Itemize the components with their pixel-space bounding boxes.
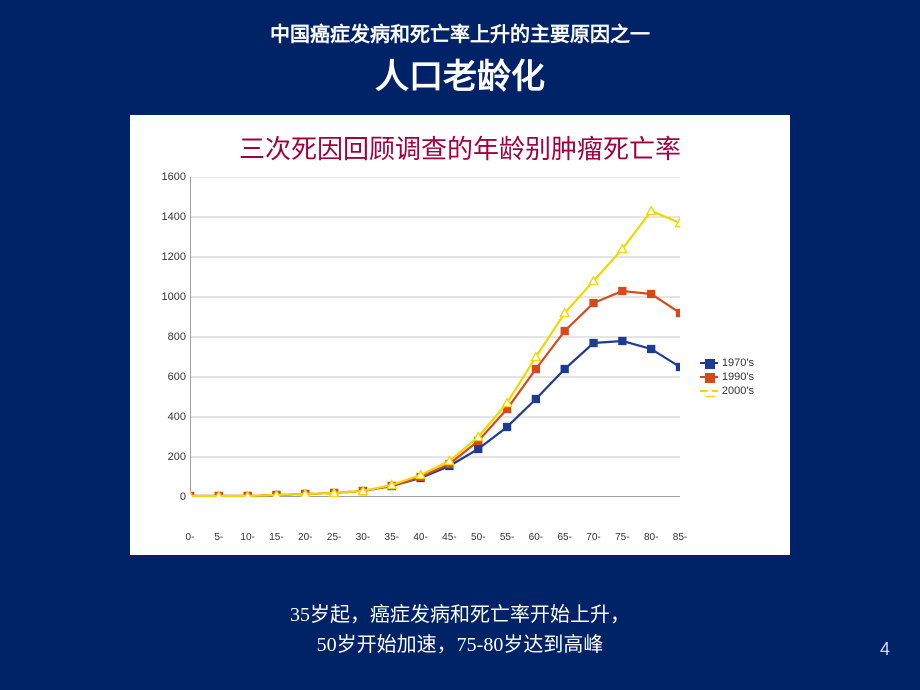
series-marker — [590, 340, 597, 347]
series-marker — [561, 328, 568, 335]
series-marker — [677, 310, 681, 317]
series-marker — [648, 346, 655, 353]
footer-caption: 35岁起，癌症发病和死亡率开始上升， 50岁开始加速，75-80岁达到高峰 — [0, 600, 920, 660]
x-tick-label: 65- — [557, 532, 571, 543]
page-number: 4 — [880, 639, 890, 660]
y-tick-label: 0 — [152, 491, 186, 503]
legend-label: 1990's — [722, 371, 754, 383]
legend-swatch — [700, 376, 718, 378]
series-marker — [590, 300, 597, 307]
x-tick-label: 0- — [186, 532, 195, 543]
legend-item: 1990's — [700, 371, 754, 383]
header-title: 人口老龄化 — [0, 49, 920, 98]
legend-swatch — [700, 362, 718, 364]
series-marker — [619, 288, 626, 295]
x-tick-label: 15- — [269, 532, 283, 543]
series-marker — [475, 446, 482, 453]
x-tick-label: 35- — [385, 532, 399, 543]
x-tick-label: 80- — [644, 532, 658, 543]
series-line — [190, 291, 680, 496]
series-line — [190, 211, 680, 496]
y-tick-label: 600 — [152, 371, 186, 383]
x-tick-label: 10- — [240, 532, 254, 543]
header: 中国癌症发病和死亡率上升的主要原因之一 人口老龄化 — [0, 0, 920, 98]
footer-line2: 50岁开始加速，75-80岁达到高峰 — [317, 634, 604, 656]
y-tick-label: 1200 — [152, 251, 186, 263]
series-marker — [647, 207, 656, 215]
legend-item: 2000's — [700, 385, 754, 397]
series-marker — [504, 424, 511, 431]
x-tick-label: 25- — [327, 532, 341, 543]
x-tick-label: 85- — [673, 532, 687, 543]
y-tick-label: 400 — [152, 411, 186, 423]
x-tick-label: 50- — [471, 532, 485, 543]
y-tick-label: 1400 — [152, 211, 186, 223]
x-tick-label: 55- — [500, 532, 514, 543]
x-tick-label: 40- — [413, 532, 427, 543]
y-tick-label: 1000 — [152, 291, 186, 303]
x-tick-label: 30- — [356, 532, 370, 543]
legend-label: 2000's — [722, 385, 754, 397]
y-tick-label: 200 — [152, 451, 186, 463]
chart-plot-area: 020040060080010001200140016000-5-10-15-2… — [190, 177, 750, 527]
chart-svg — [190, 177, 680, 497]
series-marker — [619, 338, 626, 345]
legend-swatch — [700, 390, 718, 392]
series-marker — [561, 366, 568, 373]
x-tick-label: 70- — [586, 532, 600, 543]
y-tick-label: 1600 — [152, 171, 186, 183]
series-marker — [532, 366, 539, 373]
x-tick-label: 60- — [529, 532, 543, 543]
x-tick-label: 45- — [442, 532, 456, 543]
x-tick-label: 20- — [298, 532, 312, 543]
y-tick-label: 800 — [152, 331, 186, 343]
header-subtitle: 中国癌症发病和死亡率上升的主要原因之一 — [0, 18, 920, 47]
series-line — [190, 341, 680, 496]
footer-line1: 35岁起，癌症发病和死亡率开始上升， — [290, 604, 630, 626]
legend-label: 1970's — [722, 357, 754, 369]
legend-item: 1970's — [700, 357, 754, 369]
x-tick-label: 5- — [214, 532, 223, 543]
slide: 中国癌症发病和死亡率上升的主要原因之一 人口老龄化 三次死因回顾调查的年龄别肿瘤… — [0, 0, 920, 690]
x-tick-label: 75- — [615, 532, 629, 543]
chart-title: 三次死因回顾调查的年龄别肿瘤死亡率 — [130, 129, 790, 166]
series-marker — [532, 396, 539, 403]
chart-panel: 三次死因回顾调查的年龄别肿瘤死亡率 0200400600800100012001… — [130, 115, 790, 555]
series-marker — [677, 364, 681, 371]
series-marker — [648, 291, 655, 298]
legend: 1970's 1990's 2000's — [700, 355, 754, 399]
